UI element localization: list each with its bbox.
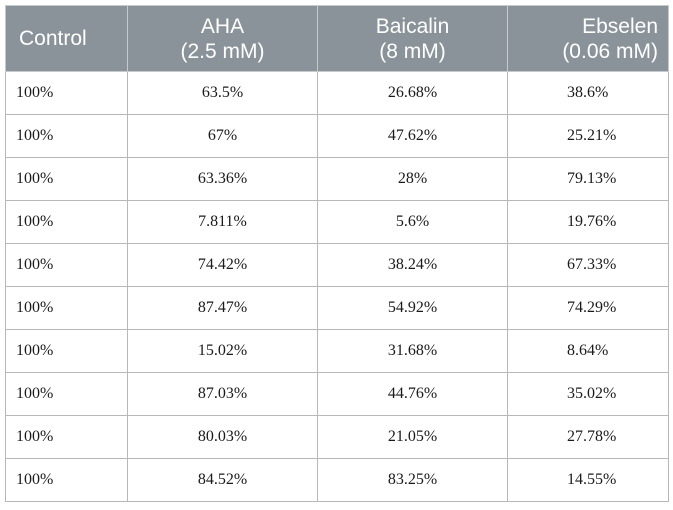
cell-aha: 84.52% (127, 458, 318, 502)
cell-control: 100% (5, 114, 128, 158)
header-ebselen-concentration: (0.06 mM) (562, 39, 658, 63)
header-aha: AHA (2.5 mM) (127, 5, 318, 72)
cell-aha: 87.03% (127, 372, 318, 416)
table-row: 100% 63.5% 26.68% 38.6% (5, 71, 669, 115)
cell-baicalin: 44.76% (317, 372, 508, 416)
cell-aha: 7.811% (127, 200, 318, 244)
cell-baicalin: 83.25% (317, 458, 508, 502)
table-row: 100% 63.36% 28% 79.13% (5, 157, 669, 201)
cell-baicalin: 21.05% (317, 415, 508, 459)
cell-control: 100% (5, 200, 128, 244)
table-row: 100% 74.42% 38.24% 67.33% (5, 243, 669, 287)
header-aha-label: AHA (200, 14, 245, 38)
cell-control: 100% (5, 71, 128, 115)
cell-ebselen: 25.21% (507, 114, 669, 158)
cell-baicalin: 47.62% (317, 114, 508, 158)
cell-baicalin: 28% (317, 157, 508, 201)
cell-aha: 63.36% (127, 157, 318, 201)
cell-aha: 87.47% (127, 286, 318, 330)
cell-baicalin: 5.6% (317, 200, 508, 244)
header-row: Control AHA (2.5 mM) Baicalin (8 mM) Ebs… (5, 5, 669, 72)
cell-ebselen: 27.78% (507, 415, 669, 459)
cell-aha: 80.03% (127, 415, 318, 459)
header-baicalin-concentration: (8 mM) (379, 39, 446, 63)
table-row: 100% 7.811% 5.6% 19.76% (5, 200, 669, 244)
results-table: Control AHA (2.5 mM) Baicalin (8 mM) Ebs… (5, 5, 669, 502)
table-row: 100% 15.02% 31.68% 8.64% (5, 329, 669, 373)
table-row: 100% 67% 47.62% 25.21% (5, 114, 669, 158)
table-header: Control AHA (2.5 mM) Baicalin (8 mM) Ebs… (5, 5, 669, 72)
table-body: 100% 63.5% 26.68% 38.6% 100% 67% 47.62% … (5, 71, 669, 502)
cell-baicalin: 54.92% (317, 286, 508, 330)
table-row: 100% 87.03% 44.76% 35.02% (5, 372, 669, 416)
cell-control: 100% (5, 458, 128, 502)
cell-aha: 74.42% (127, 243, 318, 287)
header-baicalin: Baicalin (8 mM) (317, 5, 508, 72)
cell-baicalin: 38.24% (317, 243, 508, 287)
cell-control: 100% (5, 329, 128, 373)
header-ebselen-label: Ebselen (582, 14, 658, 38)
header-baicalin-label: Baicalin (375, 14, 450, 38)
table-row: 100% 84.52% 83.25% 14.55% (5, 458, 669, 502)
cell-ebselen: 74.29% (507, 286, 669, 330)
cell-aha: 63.5% (127, 71, 318, 115)
cell-aha: 67% (127, 114, 318, 158)
header-aha-concentration: (2.5 mM) (180, 39, 265, 63)
header-control-label: Control (19, 27, 87, 50)
cell-ebselen: 8.64% (507, 329, 669, 373)
table-row: 100% 80.03% 21.05% 27.78% (5, 415, 669, 459)
cell-ebselen: 38.6% (507, 71, 669, 115)
table-row: 100% 87.47% 54.92% 74.29% (5, 286, 669, 330)
cell-ebselen: 79.13% (507, 157, 669, 201)
cell-aha: 15.02% (127, 329, 318, 373)
cell-control: 100% (5, 157, 128, 201)
cell-control: 100% (5, 243, 128, 287)
cell-baicalin: 31.68% (317, 329, 508, 373)
header-control: Control (5, 5, 128, 72)
cell-ebselen: 67.33% (507, 243, 669, 287)
cell-baicalin: 26.68% (317, 71, 508, 115)
cell-ebselen: 19.76% (507, 200, 669, 244)
cell-ebselen: 35.02% (507, 372, 669, 416)
cell-control: 100% (5, 372, 128, 416)
cell-ebselen: 14.55% (507, 458, 669, 502)
cell-control: 100% (5, 415, 128, 459)
header-ebselen: Ebselen (0.06 mM) (507, 5, 669, 72)
cell-control: 100% (5, 286, 128, 330)
